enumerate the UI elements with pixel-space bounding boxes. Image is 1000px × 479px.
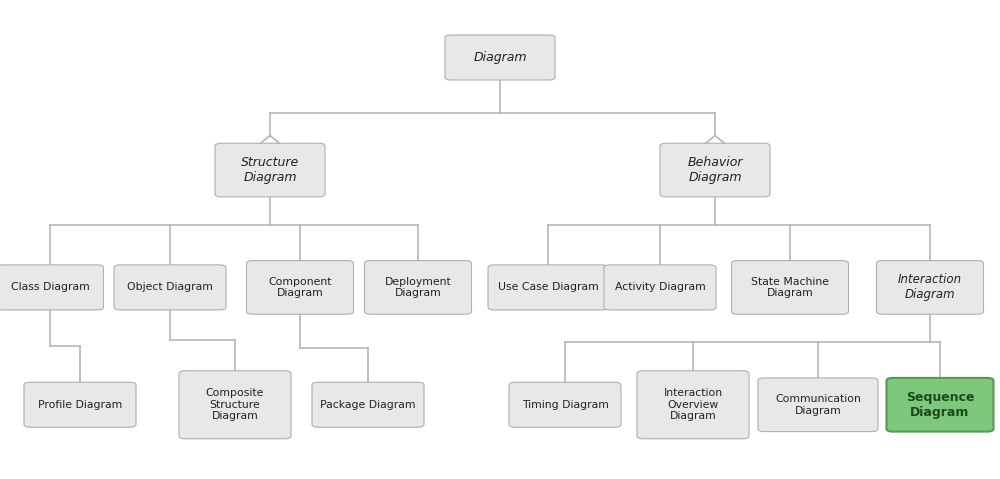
Text: Use Case Diagram: Use Case Diagram xyxy=(498,283,598,292)
Text: Object Diagram: Object Diagram xyxy=(127,283,213,292)
Text: Deployment
Diagram: Deployment Diagram xyxy=(385,276,451,298)
Text: Communication
Diagram: Communication Diagram xyxy=(775,394,861,416)
FancyBboxPatch shape xyxy=(637,371,749,439)
Text: Composite
Structure
Diagram: Composite Structure Diagram xyxy=(206,388,264,422)
FancyBboxPatch shape xyxy=(364,261,472,314)
FancyBboxPatch shape xyxy=(660,143,770,197)
FancyBboxPatch shape xyxy=(179,371,291,439)
FancyBboxPatch shape xyxy=(887,378,993,432)
Text: Structure
Diagram: Structure Diagram xyxy=(241,156,299,184)
FancyBboxPatch shape xyxy=(246,261,354,314)
Polygon shape xyxy=(487,67,513,77)
Text: Activity Diagram: Activity Diagram xyxy=(615,283,705,292)
Text: Diagram: Diagram xyxy=(473,51,527,64)
FancyBboxPatch shape xyxy=(114,265,226,310)
Text: State Machine
Diagram: State Machine Diagram xyxy=(751,276,829,298)
Text: Profile Diagram: Profile Diagram xyxy=(38,400,122,410)
FancyBboxPatch shape xyxy=(24,382,136,427)
Polygon shape xyxy=(702,136,728,146)
Text: Timing Diagram: Timing Diagram xyxy=(522,400,608,410)
FancyBboxPatch shape xyxy=(488,265,608,310)
FancyBboxPatch shape xyxy=(604,265,716,310)
FancyBboxPatch shape xyxy=(445,35,555,80)
FancyBboxPatch shape xyxy=(312,382,424,427)
FancyBboxPatch shape xyxy=(509,382,621,427)
FancyBboxPatch shape xyxy=(758,378,878,432)
Text: Sequence
Diagram: Sequence Diagram xyxy=(906,391,974,419)
Polygon shape xyxy=(917,301,943,311)
Text: Package Diagram: Package Diagram xyxy=(320,400,416,410)
FancyBboxPatch shape xyxy=(876,261,984,314)
Text: Behavior
Diagram: Behavior Diagram xyxy=(687,156,743,184)
Text: Interaction
Overview
Diagram: Interaction Overview Diagram xyxy=(663,388,723,422)
Text: Class Diagram: Class Diagram xyxy=(11,283,89,292)
Text: Interaction
Diagram: Interaction Diagram xyxy=(898,274,962,301)
Text: Component
Diagram: Component Diagram xyxy=(268,276,332,298)
FancyBboxPatch shape xyxy=(215,143,325,197)
FancyBboxPatch shape xyxy=(0,265,104,310)
FancyBboxPatch shape xyxy=(732,261,848,314)
Polygon shape xyxy=(257,136,283,146)
